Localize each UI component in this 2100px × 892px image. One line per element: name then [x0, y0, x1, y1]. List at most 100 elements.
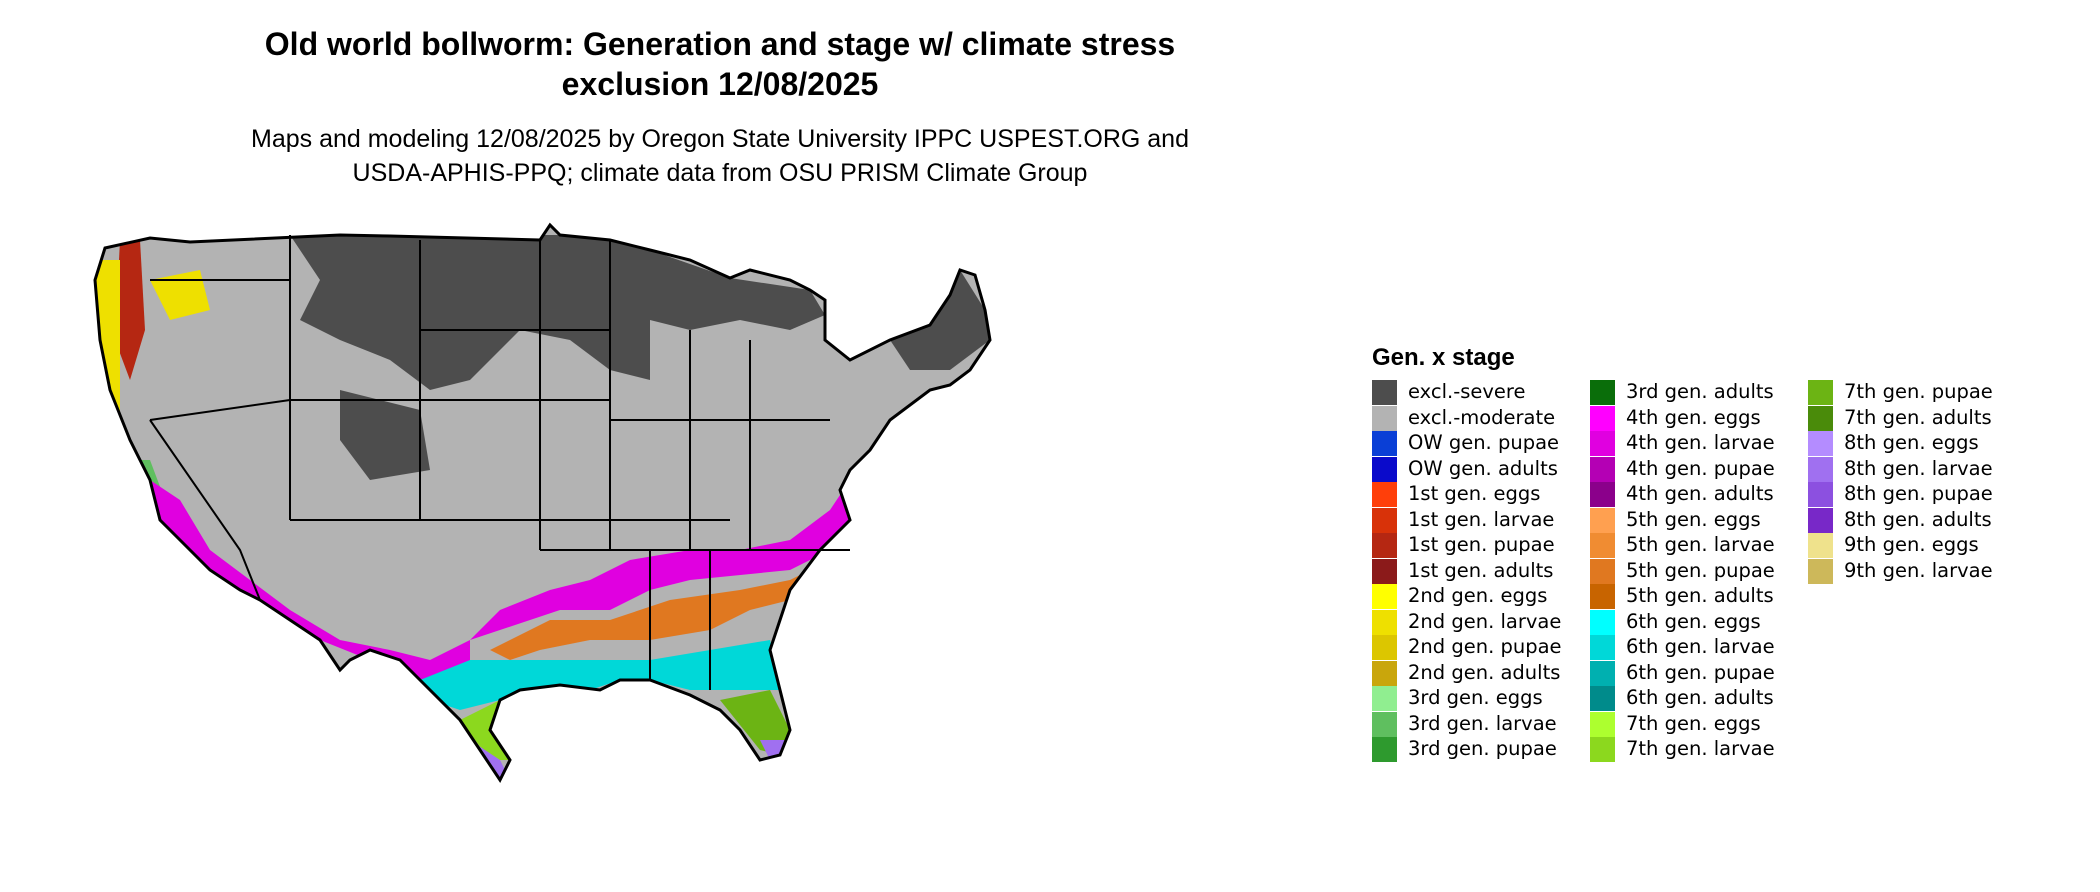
us-phenology-map: [93, 223, 992, 782]
border-southeast: [540, 549, 850, 690]
legend-label: 6th gen. eggs: [1626, 609, 1761, 633]
legend-label: 1st gen. eggs: [1408, 482, 1541, 505]
legend-swatch: [1590, 558, 1615, 584]
legend-label: 2nd gen. pupae: [1408, 635, 1562, 658]
title-line-2: exclusion 12/08/2025: [561, 66, 879, 102]
subtitle-line-2: USDA-APHIS-PPQ; climate data from OSU PR…: [352, 159, 1088, 187]
zone-4th-gen-south-central: [470, 480, 870, 640]
legend-label: 9th gen. larvae: [1844, 558, 1993, 582]
legend-label: OW gen. pupae: [1408, 431, 1560, 454]
legend-label: 3rd gen. larvae: [1408, 711, 1557, 735]
legend-swatch: [1808, 456, 1833, 482]
legend-swatch: [1372, 711, 1397, 737]
border-california: [149, 419, 261, 601]
phenology-zones: [95, 225, 990, 780]
zone-6th-gen-gulf: [420, 640, 780, 710]
legend-swatch: [1372, 584, 1397, 609]
zone-1st-gen-coast: [115, 240, 145, 380]
legend-label: 4th gen. pupae: [1626, 456, 1775, 480]
legend-label: 1st gen. pupae: [1408, 533, 1555, 556]
legend-swatch: [1590, 482, 1615, 507]
legend-swatch: [1808, 405, 1833, 431]
legend-label: 7th gen. pupae: [1844, 380, 1993, 403]
legend-label: 8th gen. pupae: [1844, 482, 1993, 505]
legend-swatch: [1590, 380, 1615, 405]
zone-2nd-gen-inland: [150, 270, 210, 320]
legend-swatch: [1590, 711, 1615, 737]
legend-swatch: [1808, 431, 1833, 456]
zone-excl-severe-rockies: [340, 390, 430, 480]
legend-label: 5th gen. pupae: [1626, 558, 1775, 582]
legend-swatch: [1590, 584, 1615, 609]
zone-excl-severe-north: [290, 235, 650, 390]
border-meridians: [289, 235, 611, 550]
legend-swatch: [1372, 380, 1397, 405]
zone-5th-gen-southeast: [490, 550, 850, 660]
legend-label: 8th gen. eggs: [1844, 431, 1979, 454]
legend: Gen. x stage excl.-severe excl.-moderate O…: [1372, 340, 2072, 780]
legend-swatch: [1590, 533, 1615, 558]
legend-title: Gen. x stage: [1372, 344, 1515, 371]
legend-swatch: [1372, 431, 1397, 456]
legend-swatch: [1372, 405, 1397, 431]
legend-label: 3rd gen. eggs: [1408, 686, 1543, 709]
legend-label: 7th gen. larvae: [1626, 737, 1775, 760]
legend-swatch: [1590, 405, 1615, 431]
legend-swatch: [1372, 686, 1397, 711]
legend-label: excl.-severe: [1408, 380, 1526, 403]
legend-label: 4th gen. eggs: [1626, 405, 1761, 429]
legend-label: 4th gen. adults: [1626, 482, 1774, 505]
zone-excl-severe-northeast: [890, 270, 990, 370]
legend-label: 2nd gen. larvae: [1408, 609, 1562, 633]
legend-label: 6th gen. adults: [1626, 686, 1774, 709]
legend-label: 4th gen. larvae: [1626, 431, 1775, 454]
legend-swatch: [1372, 660, 1397, 686]
legend-label: 5th gen. eggs: [1626, 507, 1761, 531]
legend-label: 3rd gen. adults: [1626, 380, 1774, 403]
legend-label: 9th gen. eggs: [1844, 533, 1979, 556]
border-parallels: [290, 329, 730, 521]
legend-swatch: [1590, 635, 1615, 660]
legend-label: 8th gen. adults: [1844, 507, 1992, 531]
state-borders: [149, 235, 850, 690]
legend-swatch: [1372, 482, 1397, 507]
legend-label: 8th gen. larvae: [1844, 456, 1993, 480]
legend-label: 1st gen. adults: [1408, 558, 1554, 582]
map-title: Old world bollworm: Generation and stage…: [160, 24, 1280, 104]
legend-swatch: [1372, 558, 1397, 584]
legend-swatch: [1372, 737, 1397, 762]
legend-swatch: [1590, 609, 1615, 635]
legend-swatch: [1372, 456, 1397, 482]
legend-swatch: [1372, 507, 1397, 533]
legend-label: 6th gen. larvae: [1626, 635, 1775, 658]
legend-swatch: [1590, 431, 1615, 456]
legend-label: 5th gen. adults: [1626, 584, 1774, 607]
legend-swatch: [1590, 737, 1615, 762]
legend-label: 5th gen. larvae: [1626, 533, 1775, 556]
legend-label: 2nd gen. eggs: [1408, 584, 1548, 607]
subtitle-line-1: Maps and modeling 12/08/2025 by Oregon S…: [251, 125, 1189, 153]
zone-excl-severe-lakes: [650, 250, 825, 330]
legend-label: 3rd gen. pupae: [1408, 737, 1557, 760]
legend-label: 2nd gen. adults: [1408, 660, 1561, 684]
legend-label: 7th gen. adults: [1844, 405, 1992, 429]
legend-swatch: [1808, 380, 1833, 405]
border-midwest: [610, 330, 830, 550]
legend-swatch: [1372, 609, 1397, 635]
zone-7th-gen-florida: [720, 690, 790, 755]
legend-label: 1st gen. larvae: [1408, 507, 1555, 531]
legend-swatch: [1808, 533, 1833, 558]
legend-swatch: [1590, 686, 1615, 711]
legend-swatch: [1372, 533, 1397, 558]
map-subtitle: Maps and modeling 12/08/2025 by Oregon S…: [160, 122, 1280, 190]
legend-label: 6th gen. pupae: [1626, 660, 1775, 684]
legend-swatch: [1590, 456, 1615, 482]
legend-swatch: [1372, 635, 1397, 660]
legend-swatch: [1590, 660, 1615, 686]
legend-swatch: [1808, 558, 1833, 584]
legend-label: OW gen. adults: [1408, 456, 1558, 480]
legend-swatch: [1808, 507, 1833, 533]
legend-label: 7th gen. eggs: [1626, 711, 1761, 735]
legend-label: excl.-moderate: [1408, 405, 1556, 429]
legend-swatch: [1590, 507, 1615, 533]
